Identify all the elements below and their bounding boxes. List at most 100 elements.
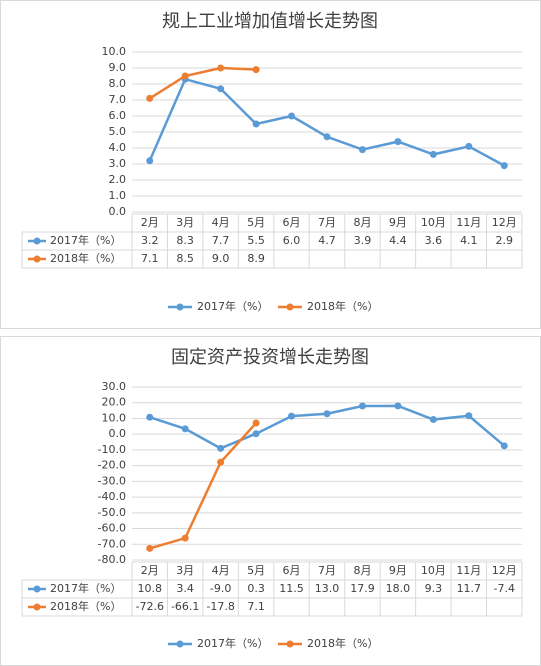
series-marker <box>252 66 260 74</box>
series-marker <box>146 157 154 165</box>
table-value: 3.9 <box>354 234 372 247</box>
series-marker <box>500 442 508 450</box>
table-value: 10.8 <box>137 582 162 595</box>
series-marker <box>288 112 296 120</box>
table-value: 8.3 <box>176 234 194 247</box>
table-value: 13.0 <box>315 582 340 595</box>
x-tick-label: 5月 <box>247 564 265 577</box>
table-value: 7.1 <box>247 600 265 613</box>
y-tick-label: 5.0 <box>109 125 127 138</box>
table-value: 7.7 <box>212 234 230 247</box>
table-value: 3.6 <box>425 234 443 247</box>
y-tick-label: 3.0 <box>109 157 127 170</box>
legend-label: 2017年（%） <box>197 636 268 650</box>
table-value: 7.1 <box>141 252 159 265</box>
legend-key <box>286 303 294 311</box>
x-tick-label: 2月 <box>141 564 159 577</box>
table-key <box>33 603 41 611</box>
series-marker <box>252 419 260 427</box>
series-marker <box>500 162 508 170</box>
table-value: -66.1 <box>171 600 199 613</box>
x-tick-label: 12月 <box>492 564 517 577</box>
y-tick-label: 0.0 <box>109 427 127 440</box>
series-marker <box>465 412 473 420</box>
table-value: -9.0 <box>210 582 231 595</box>
table-key <box>33 255 41 263</box>
table-value: 4.4 <box>389 234 407 247</box>
table-value: 8.9 <box>247 252 265 265</box>
table-value: 9.3 <box>425 582 443 595</box>
y-tick-label: 20.0 <box>102 396 127 409</box>
x-tick-label: 2月 <box>141 216 159 229</box>
x-tick-label: 7月 <box>318 564 336 577</box>
y-tick-label: 10.0 <box>102 411 127 424</box>
series-marker <box>323 410 331 418</box>
series-marker <box>146 94 154 102</box>
table-series-name: 2017年（%） <box>50 233 121 247</box>
series-line <box>149 66 257 100</box>
chart-title: 固定资产投资增长走势图 <box>171 347 369 368</box>
table-value: -72.6 <box>135 600 163 613</box>
legend-label: 2018年（%） <box>307 299 378 313</box>
x-tick-label: 8月 <box>353 564 371 577</box>
series-marker <box>181 425 189 433</box>
series-marker <box>394 138 402 146</box>
series-marker <box>288 412 296 420</box>
y-tick-label: -30.0 <box>98 474 126 487</box>
x-tick-label: 12月 <box>492 216 517 229</box>
table-value: 9.0 <box>212 252 230 265</box>
y-tick-label: -80.0 <box>98 553 126 566</box>
y-tick-label: 8.0 <box>109 77 127 90</box>
series-marker <box>252 430 260 438</box>
x-tick-label: 4月 <box>212 216 230 229</box>
table-value: 11.5 <box>279 582 304 595</box>
series-marker <box>181 72 189 80</box>
y-tick-label: -10.0 <box>98 443 126 456</box>
x-tick-label: 5月 <box>247 216 265 229</box>
x-tick-label: 9月 <box>389 564 407 577</box>
table-series-name: 2017年（%） <box>50 581 121 595</box>
series-marker <box>323 133 331 141</box>
table-value: 18.0 <box>386 582 411 595</box>
series-marker <box>146 544 154 552</box>
x-tick-label: 3月 <box>176 564 194 577</box>
y-tick-label: -60.0 <box>98 522 126 535</box>
series-marker <box>181 534 189 542</box>
series-line <box>148 77 505 167</box>
x-tick-label: 8月 <box>353 216 371 229</box>
y-tick-label: -70.0 <box>98 537 126 550</box>
table-value: 11.7 <box>457 582 482 595</box>
table-value: 3.4 <box>176 582 194 595</box>
table-key <box>33 237 41 245</box>
series-marker <box>217 458 225 466</box>
legend-key <box>176 640 184 648</box>
series-marker <box>465 142 473 150</box>
table-value: -17.8 <box>206 600 234 613</box>
table-value: 3.2 <box>141 234 159 247</box>
y-tick-label: 6.0 <box>109 109 127 122</box>
table-series-name: 2018年（%） <box>50 599 121 613</box>
series-marker <box>394 402 402 410</box>
y-tick-label: 7.0 <box>109 93 127 106</box>
x-tick-label: 10月 <box>421 564 446 577</box>
series-marker <box>217 85 225 93</box>
table-value: 5.5 <box>247 234 265 247</box>
y-tick-label: 1.0 <box>109 189 127 202</box>
table-value: 17.9 <box>350 582 375 595</box>
y-tick-label: 2.0 <box>109 173 127 186</box>
series-marker <box>252 120 260 128</box>
x-tick-label: 7月 <box>318 216 336 229</box>
legend-key <box>286 640 294 648</box>
table-value: 8.5 <box>176 252 194 265</box>
x-tick-label: 6月 <box>283 216 301 229</box>
series-marker <box>429 416 437 424</box>
table-key <box>33 585 41 593</box>
series-marker <box>358 146 366 154</box>
x-tick-label: 6月 <box>283 564 301 577</box>
y-tick-label: 4.0 <box>109 141 127 154</box>
chart-title: 规上工业增加值增长走势图 <box>162 11 378 32</box>
table-value: -7.4 <box>494 582 515 595</box>
series-marker <box>217 64 225 72</box>
